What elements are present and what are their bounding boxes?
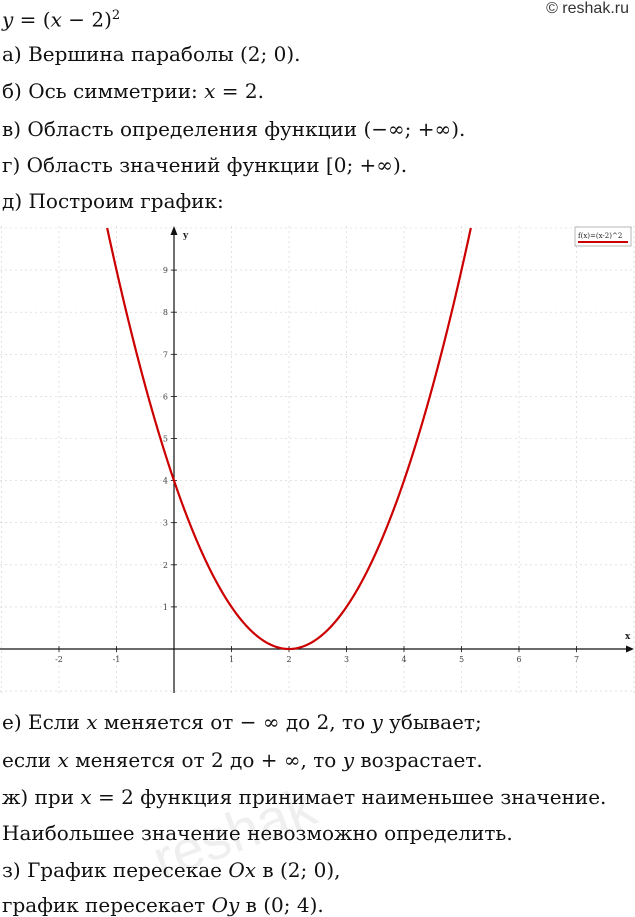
item-monotonic-2: если x меняется от 2 до + ∞, то y возрас… — [2, 748, 483, 772]
zh-pre: ж) при — [2, 785, 81, 809]
legend: f(x)=(x-2)^2 — [574, 226, 632, 247]
formula-rest: − 2) — [61, 7, 112, 32]
e1-var1: x — [86, 710, 98, 734]
parabola-curve — [106, 227, 472, 651]
item-intersect-ox: з) График пересекае Ox в (2; 0), — [2, 858, 341, 882]
item-vertex: а) Вершина параболы (2; 0). — [2, 42, 301, 66]
e2-var2: y — [342, 748, 355, 772]
y-axis-name: y — [182, 231, 189, 241]
e1-pre: е) Если — [2, 710, 87, 734]
zh-post: = 2 функция принимает наименьшее значени… — [91, 785, 607, 809]
item-range: г) Область значений функции [0; +∞). — [2, 153, 408, 177]
x-tick-label: 2 — [286, 655, 291, 664]
z2-var: Oy — [211, 893, 240, 917]
zh-var: x — [80, 785, 92, 809]
x-tick-label: 6 — [516, 655, 521, 664]
legend-series-name: f(x)=(x-2)^2 — [578, 232, 622, 240]
x-axis-arrow — [626, 645, 634, 653]
x-tick-label: 7 — [574, 655, 579, 664]
y-tick-label: 1 — [163, 603, 168, 612]
y-tick-label: 9 — [163, 266, 168, 275]
site-watermark: © reshak.ru — [546, 0, 629, 17]
y-tick-label: 2 — [163, 561, 168, 570]
item-intersect-oy: график пересекает Oy в (0; 4). — [2, 893, 324, 917]
formula-line: y = (x − 2)2 — [2, 4, 120, 32]
formula-eq: = ( — [13, 7, 51, 32]
x-tick-label: 1 — [229, 655, 234, 664]
z1-var: Ox — [228, 858, 257, 882]
item-b-pre: б) Ось симметрии: — [2, 79, 205, 103]
y-axis-arrow — [170, 226, 178, 235]
x-tick-label: 3 — [344, 655, 349, 664]
z1-pre: з) График пересекае — [2, 858, 229, 882]
e1-var2: y — [371, 710, 383, 734]
item-min-value: ж) при x = 2 функция принимает наименьше… — [2, 785, 606, 809]
item-monotonic-1: е) Если x меняется от − ∞ до 2, то y убы… — [2, 710, 482, 734]
item-b-var: x — [204, 79, 216, 103]
e1-mid: меняется от − ∞ до 2, то — [97, 710, 372, 734]
item-build-graph: д) Построим график: — [2, 189, 224, 213]
e2-pre: если — [2, 748, 58, 772]
y-tick-label: 7 — [163, 350, 168, 359]
formula-exponent: 2 — [111, 8, 121, 23]
item-axis-symmetry: б) Ось симметрии: x = 2. — [2, 79, 264, 103]
z2-pre: график пересекает — [2, 893, 212, 917]
item-max-value: Наибольшее значение невозможно определит… — [2, 821, 513, 845]
y-tick-label: 6 — [163, 392, 168, 401]
e2-mid: меняется от 2 до + ∞, то — [68, 748, 343, 772]
y-tick-label: 4 — [163, 477, 168, 486]
x-tick-label: -2 — [55, 655, 63, 664]
x-tick-label: 5 — [459, 655, 464, 664]
formula-x: x — [50, 7, 62, 32]
formula-lhs: y — [2, 7, 14, 32]
ticks: -2 -1 1 2 3 4 5 6 7 1 2 3 4 5 6 7 8 9 — [55, 266, 579, 664]
z1-post: в (2; 0), — [256, 858, 341, 882]
e2-var1: x — [57, 748, 69, 772]
y-tick-label: 3 — [163, 519, 168, 528]
e1-post: убывает; — [382, 710, 482, 734]
z2-post: в (0; 4). — [239, 893, 324, 917]
e2-post: возрастает. — [354, 748, 483, 772]
x-axis-name: x — [625, 632, 631, 642]
x-tick-label: -1 — [113, 655, 121, 664]
item-domain: в) Область определения функции (−∞; +∞). — [2, 117, 466, 141]
x-tick-label: 4 — [401, 655, 406, 664]
grid — [0, 226, 635, 693]
item-b-post: = 2. — [215, 79, 264, 103]
axes: xy — [0, 226, 634, 693]
y-tick-label: 5 — [163, 435, 168, 444]
y-tick-label: 8 — [163, 308, 168, 317]
